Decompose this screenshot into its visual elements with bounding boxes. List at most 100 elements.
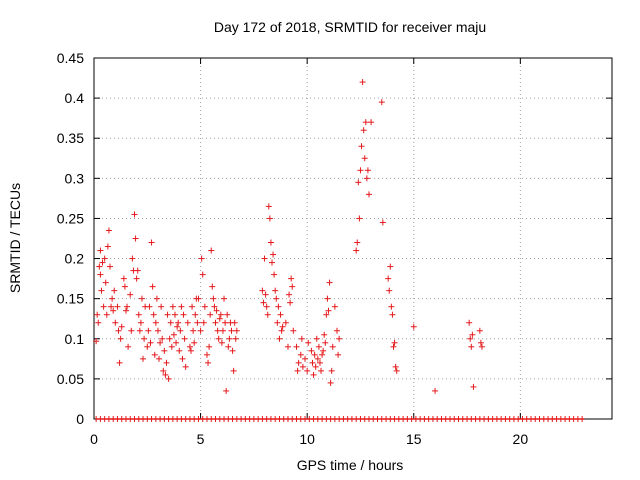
data-point — [294, 367, 301, 374]
y-tick-label: 0.2 — [65, 251, 85, 267]
data-point — [313, 335, 320, 342]
data-point — [277, 311, 284, 318]
data-point — [184, 319, 191, 326]
data-point — [132, 235, 139, 242]
data-point — [478, 343, 485, 350]
data-point — [154, 327, 161, 334]
data-point — [326, 279, 333, 286]
data-point — [273, 295, 280, 302]
data-point — [282, 319, 289, 326]
data-point — [379, 219, 386, 226]
data-point — [225, 343, 232, 350]
data-point — [133, 275, 140, 282]
chart-title: Day 172 of 2018, SRMTID for receiver maj… — [214, 19, 486, 35]
data-point — [216, 315, 223, 322]
data-point — [207, 311, 214, 318]
data-point — [466, 319, 473, 326]
data-point — [286, 291, 293, 298]
y-axis-label: SRMTID / TECUs — [7, 183, 23, 293]
data-point — [297, 351, 304, 358]
data-point — [125, 343, 132, 350]
data-point — [365, 191, 372, 198]
data-point — [215, 335, 222, 342]
data-point — [289, 283, 296, 290]
data-point — [194, 319, 201, 326]
data-point — [161, 347, 168, 354]
data-point — [393, 367, 400, 374]
data-point — [121, 283, 128, 290]
data-point — [359, 79, 366, 86]
data-point — [259, 287, 266, 294]
data-point — [316, 359, 323, 366]
data-point — [378, 99, 385, 106]
data-point — [206, 343, 213, 350]
data-point — [276, 335, 283, 342]
data-point — [271, 271, 278, 278]
data-point — [211, 303, 218, 310]
data-point — [203, 351, 210, 358]
data-point — [432, 387, 439, 394]
data-point — [151, 351, 158, 358]
data-point — [261, 255, 268, 262]
data-point — [168, 343, 175, 350]
data-point — [468, 343, 475, 350]
data-point — [262, 291, 269, 298]
data-point — [270, 251, 277, 258]
data-point — [312, 363, 319, 370]
data-points — [93, 79, 485, 394]
data-point — [159, 335, 166, 342]
data-point — [181, 335, 188, 342]
data-point — [311, 351, 318, 358]
data-point — [162, 371, 169, 378]
data-point — [157, 339, 164, 346]
data-point — [279, 323, 286, 330]
data-point — [129, 255, 136, 262]
data-point — [218, 339, 225, 346]
zero-value-band — [95, 416, 585, 422]
plot-frame — [93, 57, 613, 420]
data-point — [110, 307, 117, 314]
data-point — [410, 323, 417, 330]
data-point — [109, 295, 116, 302]
x-tick-label: 5 — [197, 431, 205, 447]
data-point — [295, 359, 302, 366]
data-point — [233, 327, 240, 334]
data-point — [304, 367, 311, 374]
x-tick-label: 10 — [299, 431, 315, 447]
data-point — [134, 267, 141, 274]
data-point — [137, 319, 144, 326]
data-point — [201, 303, 208, 310]
data-point — [150, 311, 157, 318]
x-tick-label: 20 — [513, 431, 529, 447]
data-point — [302, 355, 309, 362]
data-point — [192, 311, 199, 318]
data-point — [260, 299, 267, 306]
data-point — [231, 319, 238, 326]
data-point — [182, 363, 189, 370]
data-point — [263, 303, 270, 310]
data-point — [197, 327, 204, 334]
data-point — [392, 363, 399, 370]
data-point — [362, 119, 369, 126]
data-point — [310, 371, 317, 378]
data-point — [169, 303, 176, 310]
data-point — [145, 327, 152, 334]
data-point — [334, 327, 341, 334]
data-point — [104, 243, 111, 250]
data-point — [164, 311, 171, 318]
data-point — [189, 303, 196, 310]
data-point — [324, 295, 331, 302]
data-point — [363, 175, 370, 182]
data-point — [318, 367, 325, 374]
data-point — [195, 295, 202, 302]
data-point — [136, 327, 143, 334]
data-point — [111, 287, 118, 294]
data-point — [163, 359, 170, 366]
data-point — [284, 343, 291, 350]
data-point — [166, 335, 173, 342]
data-point — [147, 339, 154, 346]
data-point — [308, 347, 315, 354]
data-point — [156, 355, 163, 362]
data-point — [357, 167, 364, 174]
data-point — [469, 331, 476, 338]
